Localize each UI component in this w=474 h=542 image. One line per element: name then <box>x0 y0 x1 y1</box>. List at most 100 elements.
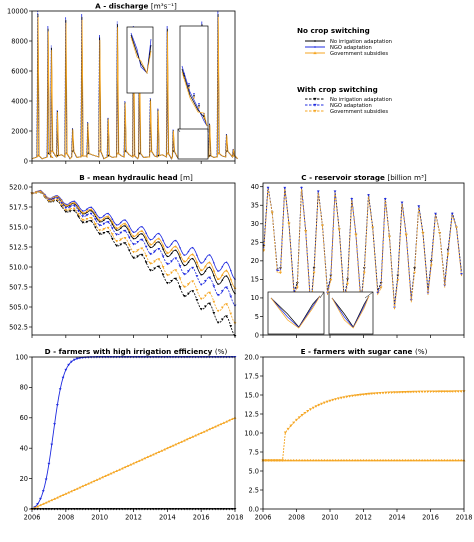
data-point <box>269 459 273 462</box>
data-point <box>98 221 101 223</box>
data-point <box>132 237 135 240</box>
data-point <box>420 458 424 462</box>
series-line <box>263 188 462 310</box>
x-tick-label: 2010 <box>91 514 108 522</box>
inset-box <box>179 25 209 133</box>
data-point <box>230 283 232 286</box>
y-tick-label: 502.5 <box>9 323 28 331</box>
data-point <box>157 237 161 240</box>
data-point <box>132 462 135 465</box>
inset-line <box>181 65 208 127</box>
data-point <box>283 431 287 435</box>
data-point <box>78 356 82 360</box>
data-point <box>216 293 220 297</box>
y-tick-label: 60 <box>20 414 28 422</box>
data-point <box>161 265 165 269</box>
data-point <box>404 233 408 237</box>
data-point <box>110 233 114 236</box>
data-point <box>64 152 68 155</box>
data-point <box>115 229 118 231</box>
data-point <box>50 498 54 502</box>
data-point <box>182 294 186 298</box>
data-point <box>389 458 393 462</box>
data-point <box>308 458 312 462</box>
data-point <box>336 397 340 400</box>
data-point <box>401 391 405 394</box>
data-point <box>311 406 315 410</box>
data-point <box>98 149 102 153</box>
data-point <box>81 218 85 222</box>
data-point <box>205 429 209 432</box>
panel-e-title: E - farmers with sugar cane (%) <box>301 347 428 356</box>
data-point <box>264 459 268 462</box>
data-point <box>41 490 45 493</box>
data-point <box>153 235 156 238</box>
data-point <box>64 208 68 212</box>
data-point <box>115 469 118 472</box>
data-point <box>146 455 149 459</box>
data-point <box>400 201 404 205</box>
legend-label: Government subsidies <box>330 109 388 115</box>
data-point <box>225 275 228 277</box>
data-point <box>98 477 102 480</box>
data-point <box>132 251 135 254</box>
data-point <box>73 200 76 203</box>
data-point <box>50 149 53 153</box>
x-tick-label: 2014 <box>389 514 406 522</box>
data-point <box>388 235 391 239</box>
data-point <box>64 206 68 210</box>
data-point <box>44 478 48 481</box>
inset-line <box>130 34 152 74</box>
data-point <box>70 489 73 493</box>
data-point <box>331 458 335 462</box>
data-point <box>317 403 321 407</box>
data-point <box>68 202 72 206</box>
data-point <box>170 279 173 283</box>
data-point <box>225 269 228 272</box>
data-point <box>216 321 220 324</box>
data-point <box>278 459 282 462</box>
data-point <box>157 265 161 269</box>
data-point <box>413 267 416 270</box>
data-point <box>61 493 65 497</box>
data-point <box>166 255 169 258</box>
data-point <box>55 195 59 198</box>
data-point <box>375 458 379 462</box>
y-tick-label: 7.5 <box>249 448 260 456</box>
data-point <box>143 456 147 460</box>
data-point <box>429 458 432 462</box>
legend-entries-no-switch: No irrigation adaptation NGO adaptation … <box>305 39 392 57</box>
data-point <box>200 273 202 276</box>
data-point <box>94 218 97 221</box>
data-point <box>166 152 169 155</box>
series-line <box>31 356 235 510</box>
data-point <box>178 277 182 280</box>
data-point <box>459 458 463 462</box>
data-point <box>415 390 419 394</box>
data-point <box>283 458 287 462</box>
data-point <box>153 240 157 243</box>
data-point <box>149 238 152 241</box>
data-point <box>322 458 326 462</box>
x-tick-label: 2010 <box>322 514 339 522</box>
data-point <box>149 149 152 153</box>
data-point <box>267 459 271 462</box>
data-point <box>448 390 452 393</box>
data-point <box>157 247 161 251</box>
data-point <box>303 411 307 415</box>
data-point <box>272 459 276 462</box>
panel-e: E - farmers with sugar cane (%) 0.0 2.5 5.… <box>244 347 472 522</box>
data-point <box>106 215 110 218</box>
data-point <box>451 458 455 462</box>
data-point <box>421 232 425 235</box>
data-point <box>85 217 89 221</box>
data-point <box>102 228 106 231</box>
data-point <box>392 458 396 462</box>
panel-c: C - reservoir storage [billion m³] 0 5 10 1… <box>251 173 465 339</box>
data-point <box>188 436 192 440</box>
data-point <box>136 241 140 244</box>
data-point <box>395 391 399 394</box>
data-point <box>94 226 97 229</box>
data-point <box>178 265 182 268</box>
data-point <box>149 269 152 272</box>
